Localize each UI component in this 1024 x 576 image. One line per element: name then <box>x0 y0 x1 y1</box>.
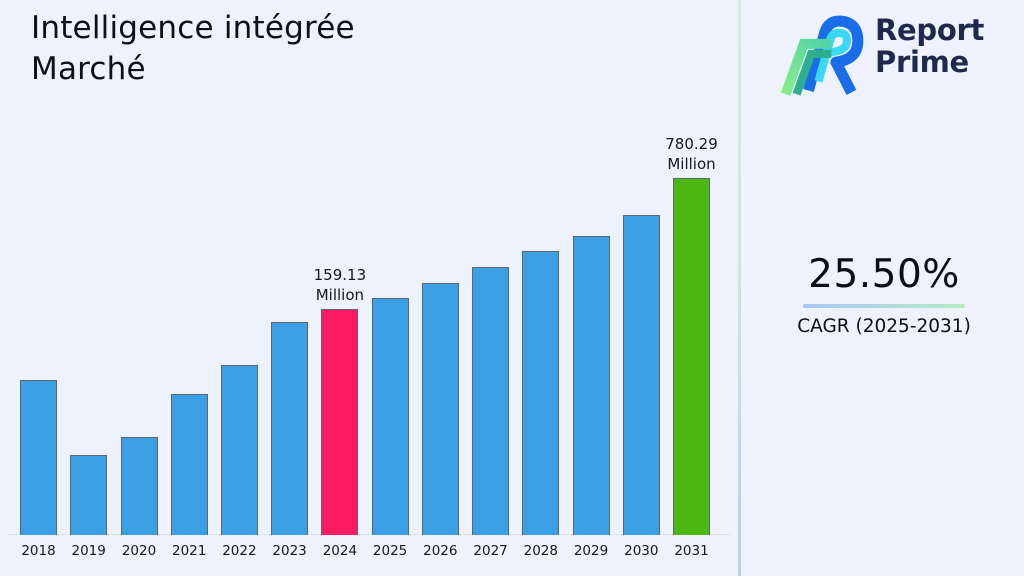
page-title: Intelligence intégrée Marché <box>31 10 355 87</box>
bar-2025 <box>371 298 409 535</box>
x-label-2025: 2025 <box>372 543 408 559</box>
value-label-2031: 780.29 Million <box>665 135 718 173</box>
bar-2020 <box>120 437 158 535</box>
x-axis-line <box>8 534 730 535</box>
x-label-2026: 2026 <box>423 543 458 559</box>
x-label-2022: 2022 <box>222 543 257 559</box>
x-label-2024: 2024 <box>322 543 358 559</box>
x-label-2023: 2023 <box>272 543 307 559</box>
bar-2029 <box>572 236 610 535</box>
bar-2023 <box>271 322 309 535</box>
bar-2027 <box>472 267 510 535</box>
bar-2024 <box>321 309 359 535</box>
x-label-2018: 2018 <box>21 543 56 559</box>
bar-2018 <box>20 380 57 535</box>
x-label-2029: 2029 <box>573 543 609 559</box>
market-bar-chart: 2018 2019 2020 2021 2022 2023 2024 2025 2026 2027… <box>8 135 730 559</box>
brand-name: Report Prime <box>875 14 984 79</box>
bar-2021 <box>170 394 208 535</box>
x-label-2030: 2030 <box>624 543 659 559</box>
brand-name-line1: Report <box>875 13 985 47</box>
bar-2019 <box>70 455 108 535</box>
bar-2022 <box>220 365 258 535</box>
x-label-2031: 2031 <box>674 543 709 559</box>
brand-logo: Report Prime <box>778 8 1018 100</box>
cagr-underline <box>803 304 965 308</box>
x-label-2028: 2028 <box>523 543 558 559</box>
bar-2026 <box>421 283 459 535</box>
value-label-2024: 159.13 Million <box>313 266 367 304</box>
bar-2028 <box>522 251 560 535</box>
cagr-value: 25.50% <box>808 252 960 297</box>
panel-divider <box>738 0 741 576</box>
brand-name-line2: Prime <box>875 45 969 80</box>
x-label-2020: 2020 <box>121 543 157 559</box>
report-prime-logo-icon <box>780 15 864 96</box>
cagr-label: CAGR (2025-2031) <box>797 316 971 337</box>
x-label-2019: 2019 <box>71 543 106 559</box>
cagr-block: 25.50% CAGR (2025-2031) <box>756 252 1012 337</box>
x-label-2021: 2021 <box>172 543 207 559</box>
bar-2031 <box>673 178 710 535</box>
x-label-2027: 2027 <box>473 543 508 559</box>
bar-2030 <box>622 215 660 535</box>
